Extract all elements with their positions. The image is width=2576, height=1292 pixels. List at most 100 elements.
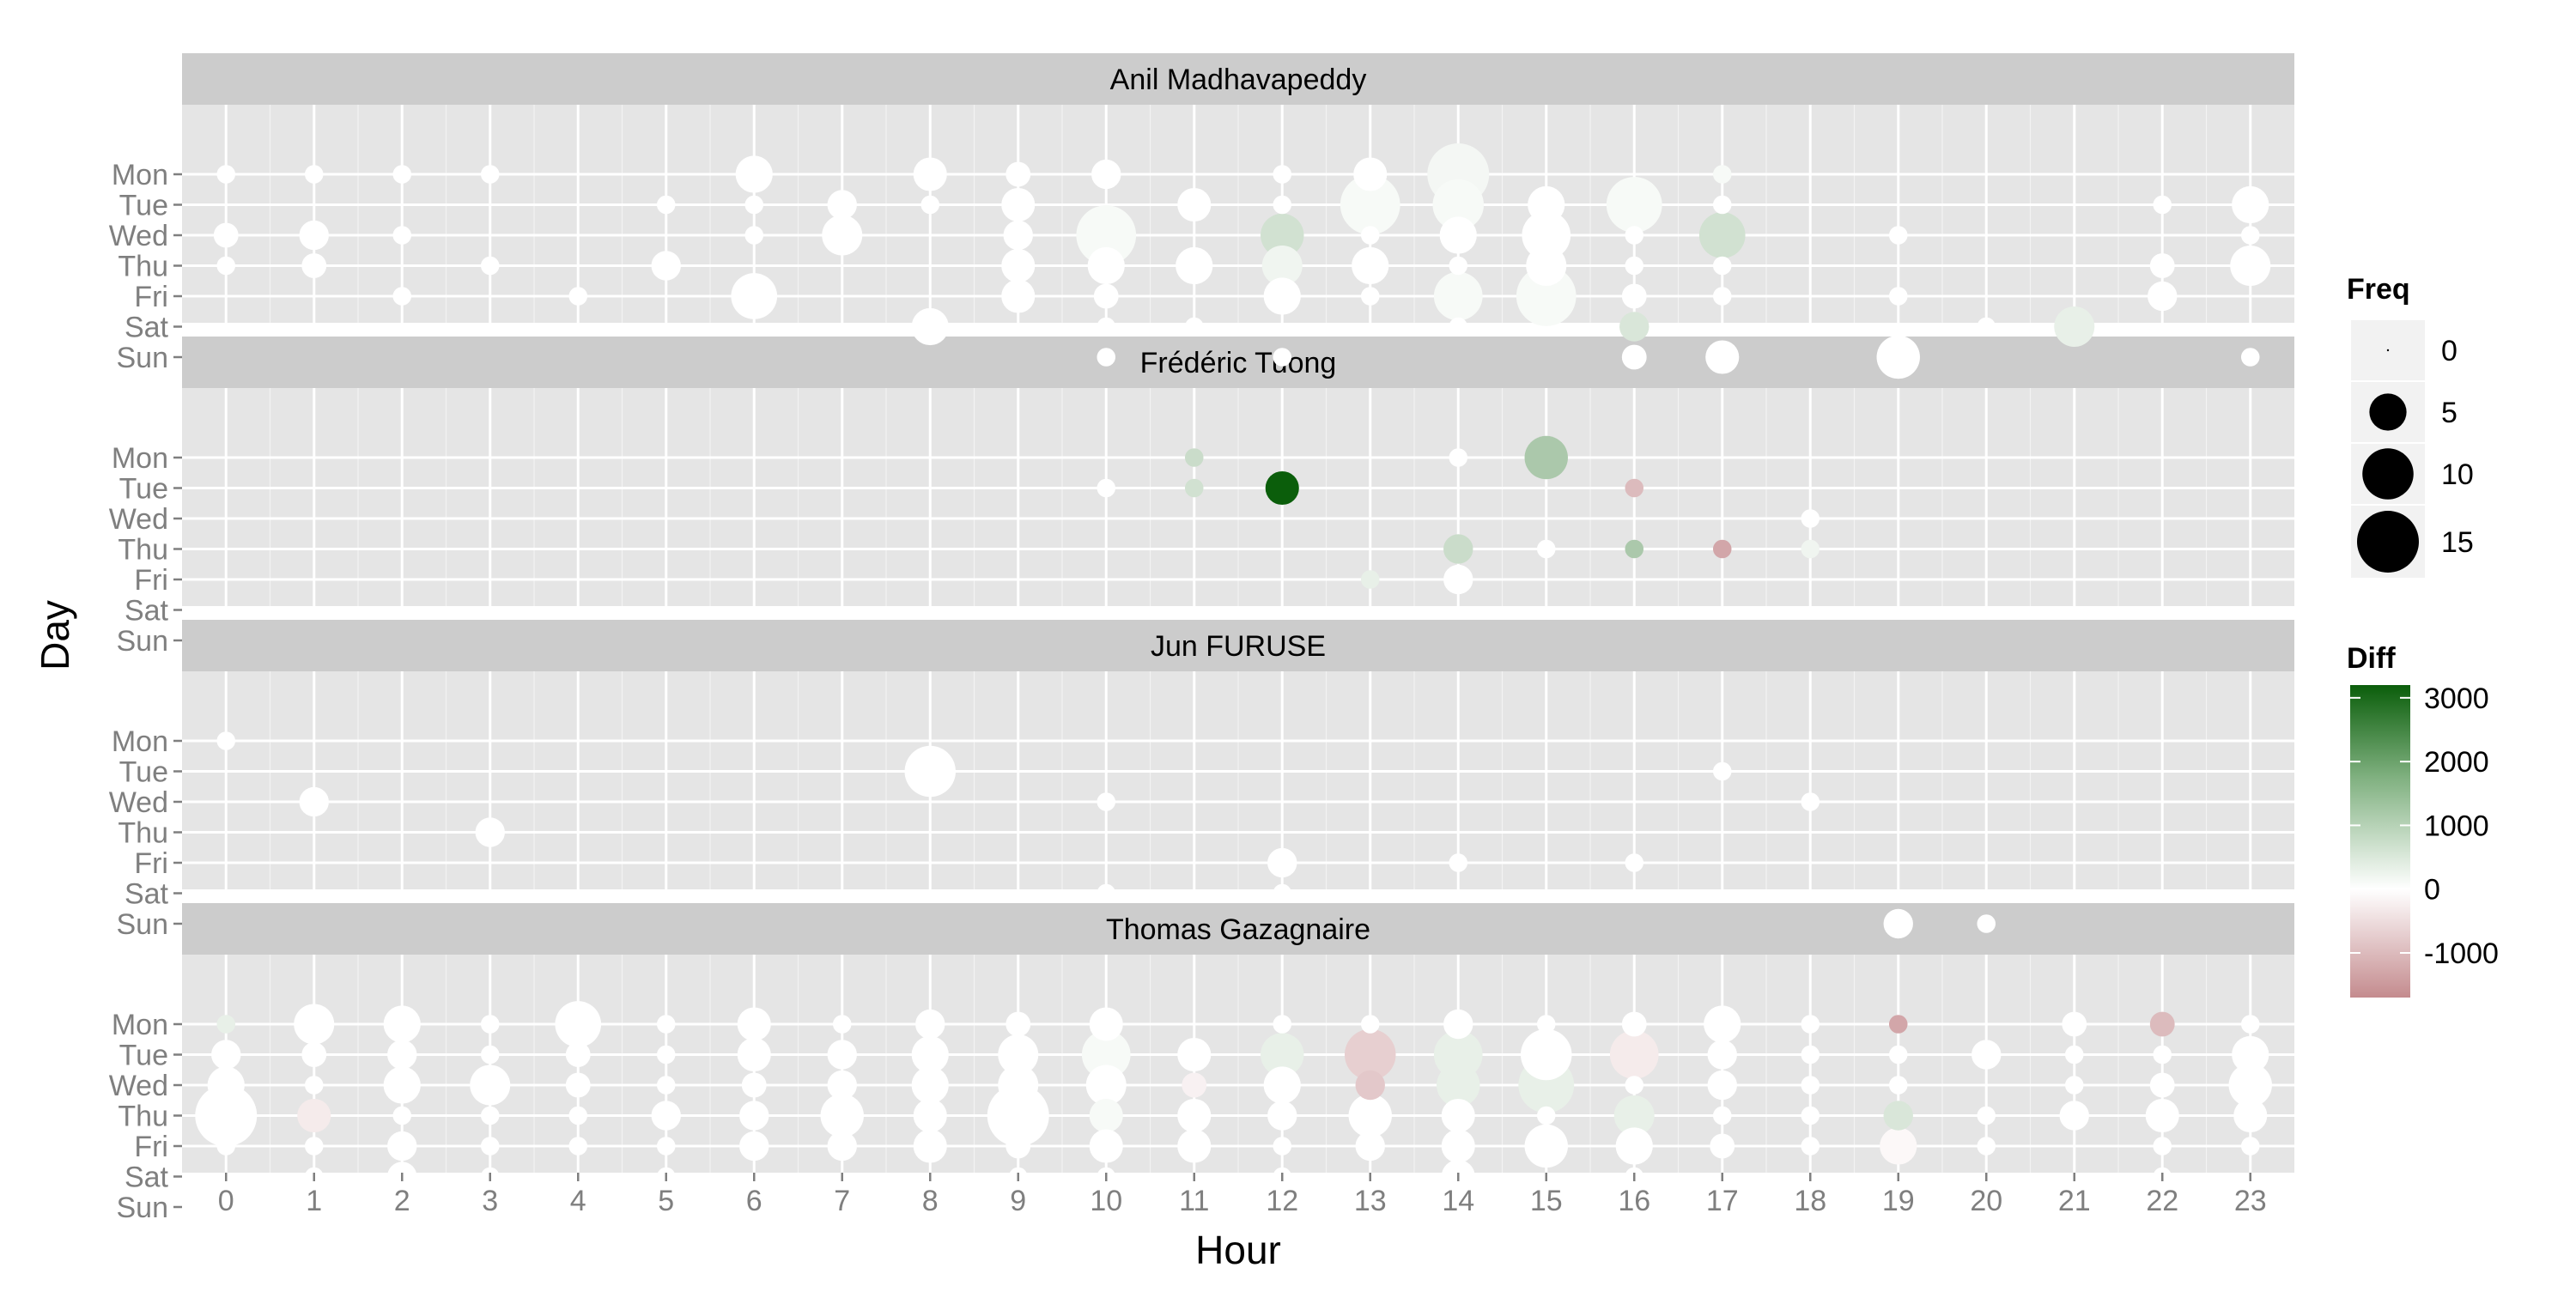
panel-1-point (392, 226, 412, 245)
points-layer (195, 143, 2272, 1222)
panel-4-point (2145, 1098, 2179, 1133)
panel-3-ytick-label: Sun (117, 908, 169, 941)
panel-2-point (1449, 448, 1468, 467)
size-legend-label: 0 (2441, 335, 2458, 367)
panel-3-point (475, 817, 505, 847)
panel-4-point (294, 1004, 335, 1045)
panel-1-point (1705, 340, 1740, 374)
panel-4-point (1273, 1015, 1292, 1034)
panel-4-title: Thomas Gazagnaire (1106, 913, 1370, 946)
panel-1-point (1087, 246, 1125, 285)
panel-1-ytick-label: Tue (119, 190, 168, 222)
panel-4-point (1712, 1106, 1732, 1125)
xtick-label: 2 (394, 1185, 410, 1217)
panel-4-point (1536, 1106, 1556, 1125)
panel-4-point (2232, 1035, 2269, 1074)
panel-1-point (651, 251, 681, 281)
panel-1-point (2153, 195, 2172, 215)
panel-4-point (2064, 1076, 2084, 1095)
xtick-label: 4 (570, 1185, 586, 1217)
panel-4-point (827, 1131, 857, 1162)
panel-3-point (1625, 853, 1644, 872)
panel-1-ytick-label: Sat (125, 312, 169, 344)
panel-1-point (744, 226, 764, 245)
panel-4-point (656, 1015, 676, 1034)
panel-4-point (216, 1137, 236, 1156)
panel-1-point (1352, 246, 1389, 285)
panel-1-point (1177, 187, 1212, 222)
panel-2-point (1184, 478, 1204, 498)
panel-4-point (387, 1040, 417, 1070)
panel-2-ytick-label: Mon (112, 442, 168, 475)
xtick-label: 15 (1530, 1185, 1563, 1217)
panel-3-ytick-label: Thu (118, 817, 168, 850)
panel-4-point (913, 1129, 947, 1163)
panel-1-ytick-label: Sun (117, 342, 169, 374)
panel-4-point (1267, 1101, 1297, 1131)
panel-1-point (301, 253, 327, 278)
panel-3-point (904, 745, 957, 798)
panel-1-point (213, 222, 239, 248)
panel-4-point (1273, 1137, 1292, 1156)
panel-2-ytick-label: Tue (119, 473, 168, 506)
panel-1-point (1091, 159, 1121, 190)
panel-4-point (1971, 1040, 2002, 1070)
panel-1-point (1360, 226, 1380, 245)
panel-3-point (299, 786, 329, 817)
panel-4-point (1536, 1015, 1556, 1034)
panel-2-strip (182, 337, 2294, 388)
panel-1-point (568, 287, 588, 306)
panel-1-point (2240, 348, 2260, 367)
panel-4-point (1977, 1106, 1996, 1125)
panel-4-point (301, 1042, 327, 1067)
panel-4-point (1081, 1030, 1131, 1079)
panel-2-point (1625, 478, 1644, 498)
panel-4-point (1005, 1133, 1031, 1159)
panel-4-point (1625, 1198, 1644, 1216)
axes-layer: MonTueWedThuFriSatSunMonTueWedThuFriSatS… (33, 159, 2267, 1272)
panel-4-point (2149, 1072, 2175, 1098)
panel-4-point (2240, 1137, 2260, 1156)
panel-4-point (1360, 1015, 1380, 1034)
panel-1-point (1977, 317, 1996, 337)
panel-4-point (1089, 1007, 1123, 1041)
xtick-label: 20 (1970, 1185, 2002, 1217)
panel-2-ytick-label: Wed (109, 503, 168, 536)
panel-1-point (744, 195, 764, 215)
panel-2-point (1712, 539, 1732, 559)
panel-1-point (1621, 344, 1647, 370)
panel-3-point (1449, 853, 1468, 872)
panel-1-ytick-label: Mon (112, 159, 168, 191)
panel-1-point (822, 215, 863, 256)
panel-4-point (1261, 1033, 1304, 1077)
panel-4-point (911, 1066, 949, 1104)
panel-4-point (304, 1137, 324, 1156)
panel-3-point (1883, 908, 1913, 939)
panel-4-point (1801, 1106, 1820, 1125)
panel-1-point (1261, 213, 1304, 258)
panel-1-point (2240, 226, 2260, 245)
panel-4-point (1880, 1127, 1917, 1165)
panel-4-point (1707, 1070, 1737, 1101)
panel-4-point (2153, 1045, 2172, 1065)
panel-4-point (1097, 1198, 1116, 1216)
size-legend-title: Freq (2347, 273, 2410, 306)
panel-4-point (827, 1040, 857, 1070)
panel-1-point (1528, 185, 1565, 224)
panel-4-point (741, 1072, 767, 1098)
panel-4-point (1888, 1045, 1908, 1065)
panel-1-point (2148, 281, 2178, 312)
panel-2-point (1625, 539, 1644, 559)
xtick-label: 13 (1354, 1185, 1387, 1217)
panel-4-point (1085, 1065, 1127, 1106)
size-legend-dot (2386, 349, 2390, 352)
panel-1-point (1001, 279, 1036, 313)
xtick-label: 10 (1090, 1185, 1122, 1217)
size-legend-dot (2357, 511, 2419, 573)
panel-4-point (651, 1101, 681, 1131)
panel-1-point (1273, 195, 1292, 215)
xtick-label: 17 (1706, 1185, 1739, 1217)
panel-4-ytick-label: Fri (134, 1131, 168, 1163)
panel-4-point (2062, 1194, 2087, 1220)
